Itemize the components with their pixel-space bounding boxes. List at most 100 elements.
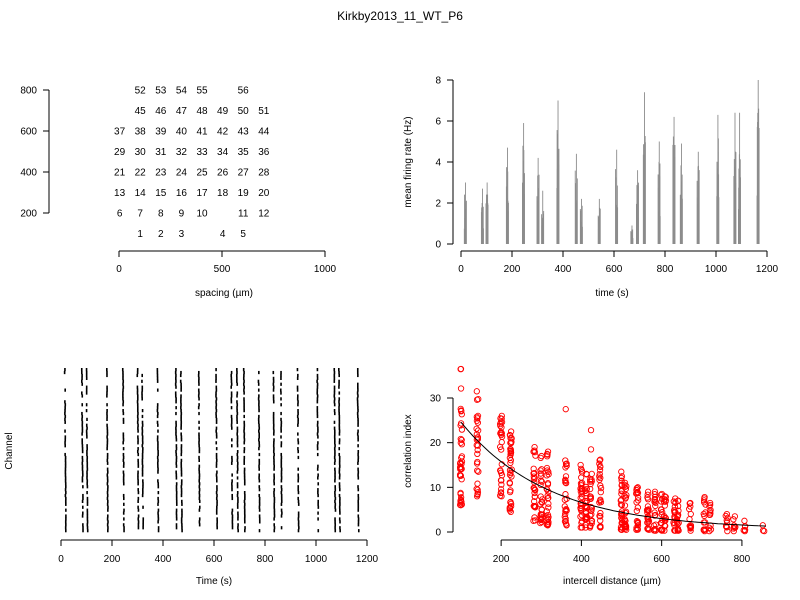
correlation-point xyxy=(651,525,659,533)
correlation-point xyxy=(544,515,551,522)
correlation-points xyxy=(456,365,768,535)
correlation-point xyxy=(537,454,544,462)
channel-label: 35 xyxy=(238,147,250,158)
correlation-point xyxy=(458,453,466,460)
channel-label: 9 xyxy=(179,209,185,220)
channel-label: 45 xyxy=(135,106,147,117)
correlation-point xyxy=(621,515,628,523)
correlation-point xyxy=(537,467,544,474)
correlation-point xyxy=(706,527,713,535)
panel-firing-rate: 0 2 4 6 8 0 200 400 600 800 1000 1200 time (s) mea… xyxy=(403,76,779,300)
correlation-point xyxy=(622,508,630,516)
correlation-point xyxy=(674,502,682,510)
correlation-point xyxy=(621,481,628,489)
correlation-point xyxy=(496,443,504,451)
correlation-point xyxy=(506,507,513,514)
correlation-point xyxy=(687,510,694,518)
layout-y-tick-label: 200 xyxy=(20,209,37,220)
correlation-point xyxy=(621,502,629,509)
correlation-point xyxy=(658,526,665,534)
correlation-point xyxy=(661,496,668,503)
correlation-point xyxy=(497,419,504,426)
correlation-point xyxy=(473,388,480,395)
channel-label: 41 xyxy=(196,127,208,138)
correlation-point xyxy=(562,477,569,484)
correlation-point xyxy=(644,491,651,498)
correlation-point xyxy=(597,509,604,517)
channel-label: 42 xyxy=(217,127,229,138)
correlation-point xyxy=(531,486,538,493)
firing-rate-y-tick-label: 4 xyxy=(435,158,441,169)
correlation-point xyxy=(497,492,504,499)
correlation-point xyxy=(587,493,595,500)
layout-x-tick-label: 1000 xyxy=(314,264,337,275)
channel-label: 1 xyxy=(137,229,143,240)
correlation-point xyxy=(507,498,514,506)
channel-label: 19 xyxy=(238,188,250,199)
correlation-point xyxy=(530,448,537,455)
correlation-point xyxy=(596,473,603,480)
correlation-point xyxy=(587,427,595,434)
channel-label: 32 xyxy=(176,147,188,158)
correlation-point xyxy=(706,503,713,510)
channel-label: 15 xyxy=(155,188,167,199)
correlation-point xyxy=(562,406,569,413)
correlation-point xyxy=(730,522,738,529)
channel-label: 3 xyxy=(179,229,185,240)
correlation-point xyxy=(530,473,538,480)
correlation-point xyxy=(671,507,678,514)
channel-label: 11 xyxy=(238,209,249,220)
correlation-point xyxy=(722,523,730,530)
channel-label: 17 xyxy=(196,188,208,199)
correlation-point xyxy=(507,432,514,439)
correlation-point xyxy=(544,467,551,474)
correlation-point xyxy=(578,479,586,487)
correlation-point xyxy=(706,524,713,531)
correlation-point xyxy=(759,522,766,529)
correlation-point xyxy=(596,460,603,467)
correlation-point xyxy=(700,497,708,504)
correlation-point xyxy=(458,460,465,468)
layout-y-tick-label: 800 xyxy=(20,86,37,97)
correlation-point xyxy=(531,470,538,477)
correlation-y-tick-label: 30 xyxy=(430,394,442,405)
correlation-point xyxy=(652,502,659,510)
correlation-point xyxy=(578,507,585,514)
correlation-point xyxy=(475,395,482,403)
raster-x-tick-label: 800 xyxy=(257,554,274,565)
correlation-point xyxy=(659,509,666,516)
channel-label: 26 xyxy=(217,168,229,179)
correlation-point xyxy=(597,523,604,531)
correlation-point xyxy=(658,506,665,513)
channel-label: 13 xyxy=(114,188,126,199)
correlation-point xyxy=(661,502,669,509)
channel-label: 28 xyxy=(258,168,270,179)
correlation-point xyxy=(562,506,569,514)
correlation-point xyxy=(544,480,552,487)
firing-rate-x-tick-label: 800 xyxy=(657,264,674,275)
firing-rate-x-label: time (s) xyxy=(595,288,628,299)
correlation-point xyxy=(618,468,625,475)
correlation-point xyxy=(635,497,642,504)
channel-label: 30 xyxy=(135,147,147,158)
correlation-point xyxy=(596,466,604,474)
correlation-point xyxy=(530,485,538,492)
correlation-point xyxy=(530,465,537,472)
correlation-point xyxy=(634,526,641,533)
correlation-point xyxy=(473,417,481,424)
firing-rate-bursts xyxy=(463,80,760,244)
correlation-point xyxy=(587,446,595,453)
firing-rate-y-tick-label: 0 xyxy=(435,240,441,251)
channel-label: 16 xyxy=(176,188,188,199)
correlation-point xyxy=(623,483,630,490)
correlation-point xyxy=(457,463,464,471)
firing-rate-x-tick-label: 400 xyxy=(555,264,572,275)
channel-label: 51 xyxy=(258,106,270,117)
correlation-point xyxy=(474,446,481,454)
correlation-point xyxy=(498,481,505,488)
layout-x-axis: 0 500 1000 xyxy=(116,250,337,275)
firing-rate-x-tick-label: 0 xyxy=(458,264,464,275)
correlation-point xyxy=(597,488,604,496)
correlation-point xyxy=(474,450,481,457)
